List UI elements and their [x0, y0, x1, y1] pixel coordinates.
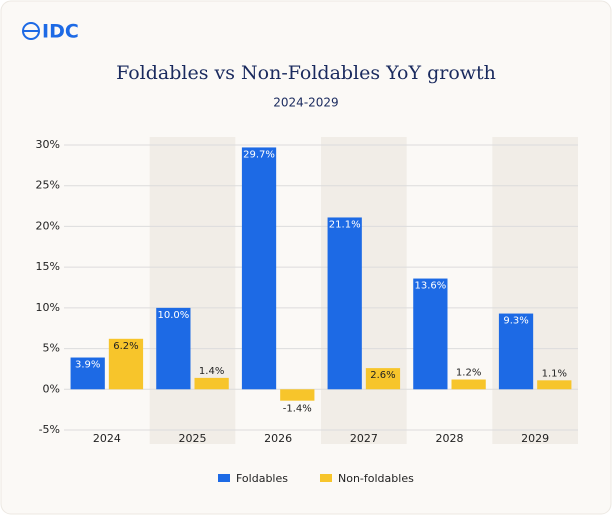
y-tick-label: 15% — [36, 260, 60, 273]
value-label: 2.6% — [370, 370, 395, 381]
bar — [327, 217, 362, 390]
bar — [451, 379, 486, 390]
y-tick-label: 25% — [36, 179, 60, 192]
value-label: 1.1% — [542, 368, 567, 379]
value-label: 3.9% — [75, 360, 100, 371]
bar — [241, 147, 277, 390]
x-tick-label: 2027 — [350, 432, 378, 445]
bar — [537, 380, 572, 390]
bar — [70, 357, 105, 390]
x-tick-label: 2024 — [93, 432, 121, 445]
bar — [365, 368, 401, 390]
x-tick-label: 2028 — [436, 432, 464, 445]
value-label: 21.1% — [329, 219, 361, 230]
bar — [108, 338, 144, 390]
value-label: 9.3% — [503, 316, 528, 327]
value-label: -1.4% — [283, 404, 312, 415]
y-tick-label: 30% — [36, 138, 60, 151]
x-tick-label: 2025 — [179, 432, 207, 445]
y-tick-label: 5% — [43, 342, 60, 355]
x-tick-label: 2029 — [521, 432, 549, 445]
x-tick-label: 2026 — [264, 432, 292, 445]
legend-label: Non-foldables — [338, 472, 414, 485]
y-tick-label: -5% — [39, 423, 60, 436]
legend-swatch — [218, 474, 230, 482]
value-label: 10.0% — [157, 310, 189, 321]
bar — [498, 313, 534, 390]
chart-title: Foldables vs Non-Foldables YoY growth — [116, 62, 496, 84]
logo: IDC — [22, 21, 79, 43]
y-tick-label: 10% — [36, 301, 60, 314]
value-label: 6.2% — [113, 341, 138, 352]
value-label: 1.4% — [199, 366, 224, 377]
band-shade — [492, 137, 578, 444]
value-label: 13.6% — [414, 281, 446, 292]
legend-label: Foldables — [236, 472, 288, 485]
legend-swatch — [320, 474, 332, 482]
logo-text: IDC — [42, 21, 79, 43]
y-tick-label: 20% — [36, 219, 60, 232]
value-label: 1.2% — [456, 368, 481, 379]
y-tick-label: 0% — [43, 382, 60, 395]
bar — [280, 389, 315, 401]
chart-subtitle: 2024-2029 — [273, 96, 338, 110]
band-shade — [149, 137, 236, 444]
bar — [413, 278, 448, 390]
bar — [194, 377, 229, 390]
value-label: 29.7% — [243, 149, 275, 160]
bar — [156, 307, 191, 390]
